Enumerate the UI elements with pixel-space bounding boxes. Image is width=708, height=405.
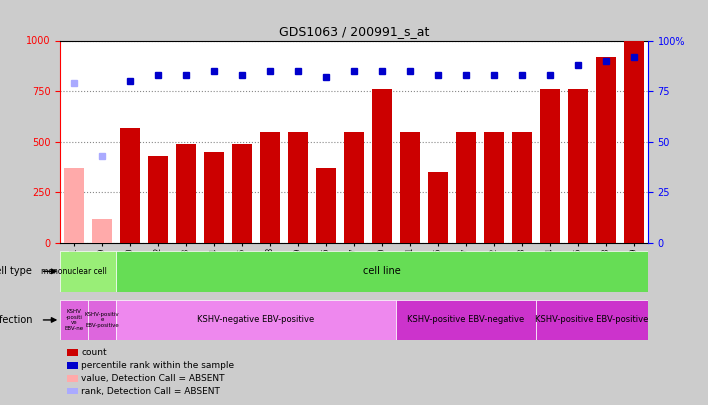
Bar (596, 57, 616, 243)
Bar (344, 132, 364, 243)
Bar (60, 251, 116, 292)
Bar (261, 132, 280, 243)
Bar (536, 300, 648, 340)
Bar (540, 89, 559, 243)
Bar (176, 144, 196, 243)
Text: percentile rank within the sample: percentile rank within the sample (81, 361, 234, 370)
Text: rank, Detection Call = ABSENT: rank, Detection Call = ABSENT (81, 387, 220, 396)
Bar (400, 132, 420, 243)
Bar (624, 40, 644, 243)
Bar (316, 168, 336, 243)
Bar (120, 128, 140, 243)
Title: GDS1063 / 200991_s_at: GDS1063 / 200991_s_at (279, 25, 429, 38)
Bar (568, 89, 588, 243)
Bar (64, 168, 84, 243)
Text: KSHV-positive EBV-positive: KSHV-positive EBV-positive (535, 315, 649, 324)
Bar (92, 219, 112, 243)
Bar (116, 300, 396, 340)
Bar (205, 152, 224, 243)
Bar (288, 132, 308, 243)
Text: KSHV-positiv
e
EBV-positive: KSHV-positiv e EBV-positive (85, 312, 120, 328)
Text: cell type: cell type (0, 266, 32, 276)
Text: KSHV
-positi
ve
EBV-ne: KSHV -positi ve EBV-ne (64, 309, 84, 331)
Bar (232, 144, 252, 243)
Bar (396, 300, 536, 340)
Bar (512, 132, 532, 243)
Bar (149, 156, 168, 243)
Bar (60, 300, 88, 340)
Bar (428, 172, 447, 243)
Bar (456, 132, 476, 243)
Text: KSHV-negative EBV-positive: KSHV-negative EBV-positive (198, 315, 314, 324)
Bar (484, 132, 503, 243)
Text: KSHV-positive EBV-negative: KSHV-positive EBV-negative (407, 315, 525, 324)
Text: mononuclear cell: mononuclear cell (41, 267, 107, 276)
Bar (88, 300, 116, 340)
Text: infection: infection (0, 315, 32, 325)
Bar (372, 89, 392, 243)
Text: count: count (81, 348, 107, 357)
Text: cell line: cell line (363, 266, 401, 276)
Text: value, Detection Call = ABSENT: value, Detection Call = ABSENT (81, 374, 225, 383)
